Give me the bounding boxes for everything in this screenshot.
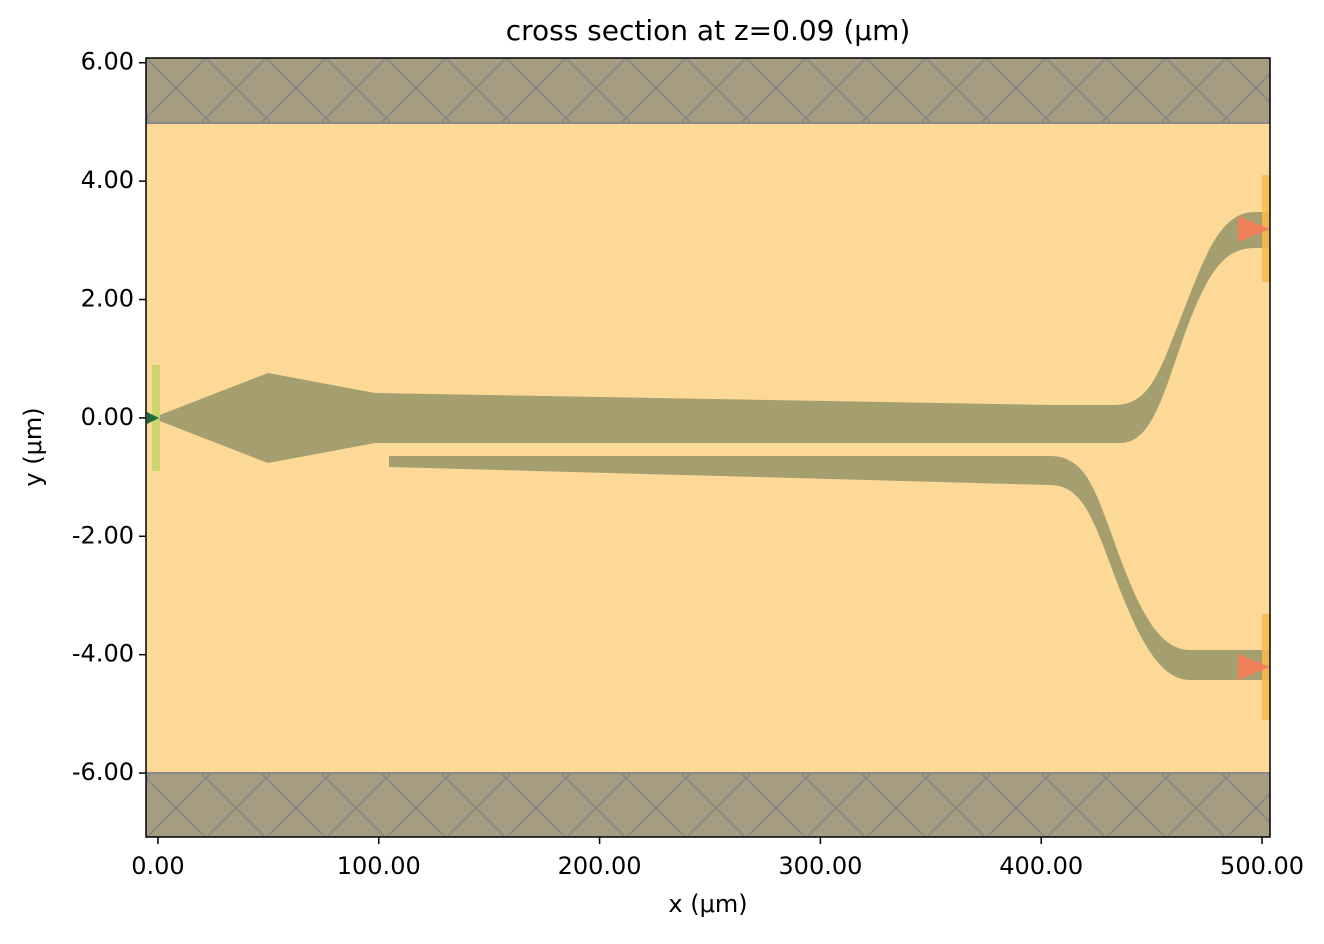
bottom-hatch bbox=[146, 773, 1270, 837]
x-tick-label: 100.00 bbox=[337, 852, 421, 880]
y-tick-label: 4.00 bbox=[81, 166, 134, 194]
chart-title: cross section at z=0.09 (μm) bbox=[506, 14, 911, 47]
waveguide-upper bbox=[152, 212, 1270, 463]
x-tick-label: 200.00 bbox=[558, 852, 642, 880]
x-tick-label: 400.00 bbox=[999, 852, 1083, 880]
x-tick-label: 500.00 bbox=[1220, 852, 1304, 880]
top-hatch bbox=[146, 58, 1270, 123]
monitor-arrow bbox=[1238, 654, 1270, 680]
waveguide-lower bbox=[389, 456, 1270, 680]
source-arrow bbox=[147, 412, 159, 424]
x-tick-label: 300.00 bbox=[778, 852, 862, 880]
y-tick-label: 0.00 bbox=[81, 403, 134, 431]
y-tick-label: -2.00 bbox=[72, 521, 134, 549]
plot-area bbox=[145, 57, 1271, 838]
monitor-arrow bbox=[1238, 216, 1270, 242]
y-tick-label: -6.00 bbox=[72, 758, 134, 786]
x-tick-label: 0.00 bbox=[131, 852, 184, 880]
y-axis-label: y (μm) bbox=[19, 407, 47, 486]
y-tick-label: 6.00 bbox=[81, 48, 134, 76]
axes-frame bbox=[145, 57, 1271, 838]
x-axis-label: x (μm) bbox=[668, 890, 747, 918]
y-tick-label: 2.00 bbox=[81, 285, 134, 313]
y-tick-label: -4.00 bbox=[72, 640, 134, 668]
